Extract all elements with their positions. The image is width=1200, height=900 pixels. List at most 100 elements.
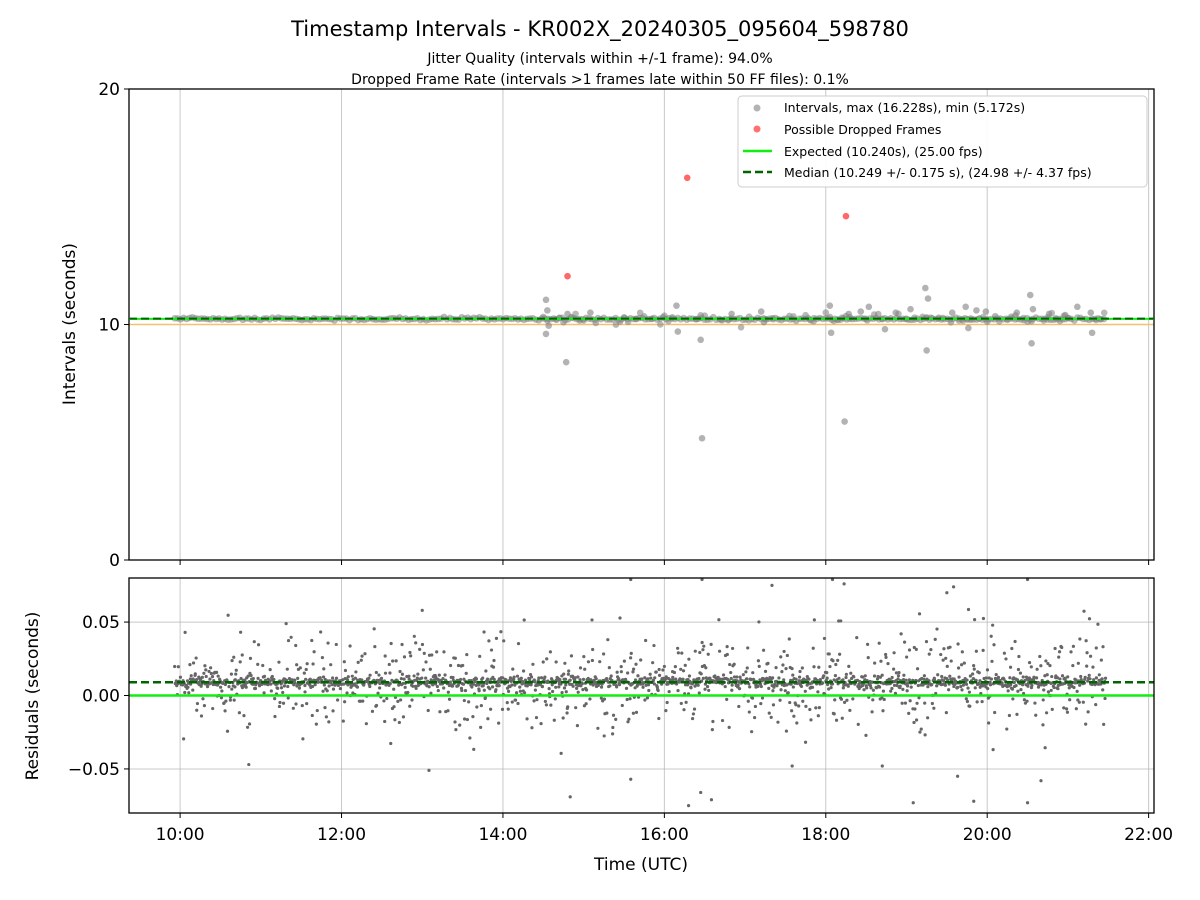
residual-point — [399, 677, 403, 681]
residual-point — [531, 662, 535, 666]
residual-point — [871, 688, 875, 692]
residual-point — [981, 616, 986, 621]
residual-point — [907, 711, 911, 715]
residual-point — [914, 647, 918, 651]
residual-point — [732, 662, 736, 666]
residual-point — [456, 663, 461, 668]
residual-point — [780, 669, 784, 674]
residual-point — [549, 703, 553, 707]
residual-point — [844, 672, 848, 676]
residual-point — [763, 669, 768, 673]
residual-point — [1010, 646, 1014, 651]
residual-point — [730, 688, 734, 692]
residual-point — [631, 711, 635, 715]
interval-point — [982, 308, 990, 315]
interval-point — [698, 434, 706, 442]
residual-point — [374, 703, 379, 708]
residual-point — [225, 729, 230, 733]
interval-point — [892, 309, 900, 317]
residual-point — [191, 661, 196, 665]
residual-point — [674, 677, 678, 681]
residual-point — [839, 697, 844, 701]
intervals-y-axis-label: Intervals (seconds) — [60, 243, 80, 405]
residual-point — [490, 685, 495, 689]
residual-point — [657, 716, 661, 721]
residual-point — [959, 663, 964, 667]
residual-point — [1035, 667, 1039, 671]
residual-point — [360, 654, 364, 658]
residual-point — [941, 658, 945, 662]
residual-point — [901, 678, 906, 682]
residual-point — [521, 669, 526, 673]
residual-point — [286, 638, 291, 643]
residual-point — [402, 655, 407, 659]
interval-point — [562, 358, 570, 366]
residual-point — [776, 720, 780, 724]
residual-point — [407, 674, 411, 678]
x-tick-label: 10:00 — [156, 825, 205, 845]
residuals-panel: −0.05 0.00 0.05 10:00 12:00 14:00 16:00 18:00 2… — [23, 577, 1173, 875]
residual-point — [378, 681, 382, 686]
residual-point — [830, 577, 835, 582]
residual-point — [296, 676, 300, 680]
residual-point — [977, 671, 981, 675]
residual-point — [342, 682, 346, 686]
residual-point — [304, 677, 308, 681]
residual-point — [683, 663, 687, 667]
residual-point — [183, 690, 187, 695]
residual-point — [325, 689, 329, 693]
intervals-y-tick-label: 20 — [98, 80, 120, 100]
residual-point — [424, 676, 428, 680]
residual-point — [295, 663, 299, 667]
residual-point — [346, 678, 350, 682]
residual-point — [679, 667, 683, 671]
residual-point — [1074, 707, 1078, 711]
residual-point — [705, 684, 710, 689]
residual-point — [1068, 698, 1072, 702]
residual-point — [284, 622, 288, 626]
residual-point — [1045, 673, 1049, 677]
residual-point — [331, 709, 335, 713]
residual-point — [304, 667, 308, 672]
residual-point — [588, 697, 592, 701]
interval-point — [947, 319, 955, 326]
residual-point — [894, 671, 899, 675]
residual-point — [1076, 698, 1080, 702]
residual-point — [273, 697, 277, 701]
residual-point — [514, 691, 519, 695]
residual-point — [489, 707, 493, 711]
residual-point — [684, 700, 688, 704]
residual-point — [892, 667, 896, 671]
residual-point — [1033, 701, 1037, 705]
residual-point — [529, 683, 533, 687]
residual-point — [368, 673, 372, 677]
residual-point — [262, 691, 266, 695]
residual-point — [880, 696, 884, 700]
residual-point — [834, 718, 839, 722]
residual-point — [533, 688, 537, 692]
residual-point — [510, 700, 514, 704]
residual-point — [1086, 710, 1090, 714]
residual-point — [1002, 651, 1006, 655]
residual-point — [732, 675, 737, 679]
residual-point — [777, 676, 781, 680]
legend-expected-label: Expected (10.240s), (25.00 fps) — [784, 144, 983, 159]
residual-point — [798, 669, 802, 674]
residual-point — [244, 685, 248, 689]
residual-point — [643, 676, 647, 680]
residual-point — [692, 707, 697, 711]
residual-point — [602, 652, 606, 656]
residual-point — [814, 706, 818, 710]
residual-point — [851, 697, 855, 701]
residual-point — [735, 675, 739, 679]
residual-point — [909, 685, 913, 689]
residual-point — [591, 683, 595, 687]
residual-point — [817, 706, 821, 710]
residual-point — [972, 667, 976, 671]
residual-point — [1011, 697, 1015, 701]
residual-point — [1021, 675, 1025, 679]
residual-point — [908, 699, 912, 703]
residual-point — [562, 686, 567, 690]
residual-point — [442, 686, 446, 690]
residual-point — [771, 676, 775, 680]
